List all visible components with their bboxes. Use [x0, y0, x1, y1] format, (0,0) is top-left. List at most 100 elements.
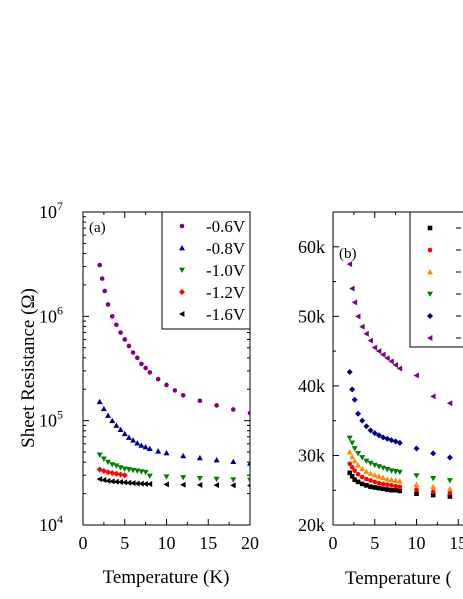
- y-tick-label-b: 40k: [298, 376, 325, 396]
- data-point: [396, 439, 403, 446]
- data-point: [96, 452, 103, 458]
- data-point: [114, 322, 119, 328]
- data-point: [230, 482, 236, 489]
- data-point: [392, 477, 399, 483]
- data-point: [413, 445, 420, 452]
- y-tick-label-b: 60k: [298, 237, 325, 257]
- legend-label: -0.8V: [206, 239, 246, 258]
- data-point: [414, 487, 419, 492]
- legend-marker: [427, 269, 433, 275]
- data-point: [351, 299, 358, 306]
- legend-marker: [179, 245, 185, 251]
- data-point: [247, 483, 250, 488]
- data-point: [446, 400, 453, 407]
- data-point: [180, 481, 186, 488]
- data-point: [213, 476, 220, 483]
- data-point: [134, 480, 140, 487]
- x-tick-label-b: 15: [449, 533, 463, 553]
- y-tick-labels-b: 20k 30k 40k 50k 60k: [298, 237, 325, 535]
- data-point: [364, 476, 369, 482]
- data-point: [96, 398, 103, 405]
- data-point: [138, 442, 145, 448]
- data-point: [138, 469, 145, 475]
- data-point: [349, 440, 356, 446]
- y-tick-label-a: 107: [39, 199, 63, 222]
- data-point: [446, 454, 453, 461]
- data-point: [359, 465, 366, 472]
- data-point: [384, 466, 391, 473]
- legend-label: -1.2V: [206, 283, 246, 302]
- data-point: [163, 449, 170, 456]
- data-point: [100, 405, 107, 412]
- data-point: [121, 430, 128, 437]
- data-point: [397, 484, 403, 490]
- legend-label: -0.6V: [206, 217, 246, 236]
- data-point: [359, 481, 365, 487]
- x-tick-label-b: 0: [329, 533, 338, 553]
- data-point: [397, 488, 403, 494]
- data-point: [396, 469, 403, 476]
- data-point: [96, 476, 103, 483]
- data-point: [355, 479, 361, 485]
- data-point: [376, 480, 382, 486]
- data-point: [347, 461, 353, 467]
- y-tick-label-b: 30k: [298, 445, 325, 465]
- data-point: [392, 469, 399, 475]
- data-point: [105, 469, 112, 476]
- data-point: [105, 477, 111, 484]
- data-point: [389, 483, 394, 488]
- data-point: [113, 470, 120, 477]
- data-point: [413, 372, 419, 379]
- legend-label: -1.0V: [206, 261, 246, 280]
- data-point: [117, 471, 124, 478]
- data-point: [146, 481, 153, 488]
- data-point: [143, 365, 148, 371]
- data-point: [347, 470, 352, 476]
- data-point: [430, 475, 437, 482]
- data-point: [393, 487, 398, 493]
- legend-marker: [427, 313, 433, 319]
- data-point: [105, 412, 112, 418]
- data-point: [351, 446, 358, 452]
- data-point: [396, 478, 403, 484]
- data-point: [363, 468, 370, 474]
- data-point: [231, 407, 236, 412]
- data-point: [197, 398, 203, 404]
- x-tick-label-a: 10: [158, 533, 176, 553]
- data-point: [180, 452, 187, 459]
- data-point: [117, 479, 123, 486]
- y-axis-label-a: Sheet Resistance (Ω): [18, 288, 39, 448]
- data-point: [346, 261, 353, 268]
- data-point: [430, 492, 436, 498]
- chart-panel-b: 20k 30k 40k 50k 60k 0 5 10 15 (b) Temperature (: [298, 211, 463, 589]
- data-point: [117, 426, 124, 433]
- data-point: [384, 355, 390, 362]
- data-point: [163, 481, 169, 488]
- data-point: [147, 370, 153, 375]
- panel-label-b: (b): [339, 246, 357, 262]
- data-point: [368, 484, 373, 490]
- data-point: [372, 485, 378, 490]
- data-point: [109, 417, 116, 424]
- data-point: [389, 487, 394, 493]
- x-axis-label-b: Temperature (: [345, 568, 452, 589]
- y-tick-label-b: 50k: [298, 306, 325, 326]
- data-point: [196, 475, 203, 482]
- x-tick-label-a: 0: [79, 533, 88, 553]
- legend-marker: [427, 225, 433, 231]
- data-point: [380, 474, 387, 481]
- data-point: [414, 491, 419, 496]
- data-point: [430, 483, 437, 490]
- data-point: [99, 276, 105, 281]
- y-tick-label-a: 105: [39, 408, 63, 431]
- data-point: [180, 475, 187, 481]
- data-point: [121, 472, 128, 479]
- data-point: [247, 477, 250, 483]
- legend-box-b: [409, 211, 463, 348]
- data-point: [388, 468, 395, 474]
- data-point: [125, 434, 132, 440]
- data-point: [349, 285, 355, 292]
- data-point: [372, 479, 378, 485]
- data-point: [230, 477, 237, 483]
- legend-marker: [179, 289, 185, 295]
